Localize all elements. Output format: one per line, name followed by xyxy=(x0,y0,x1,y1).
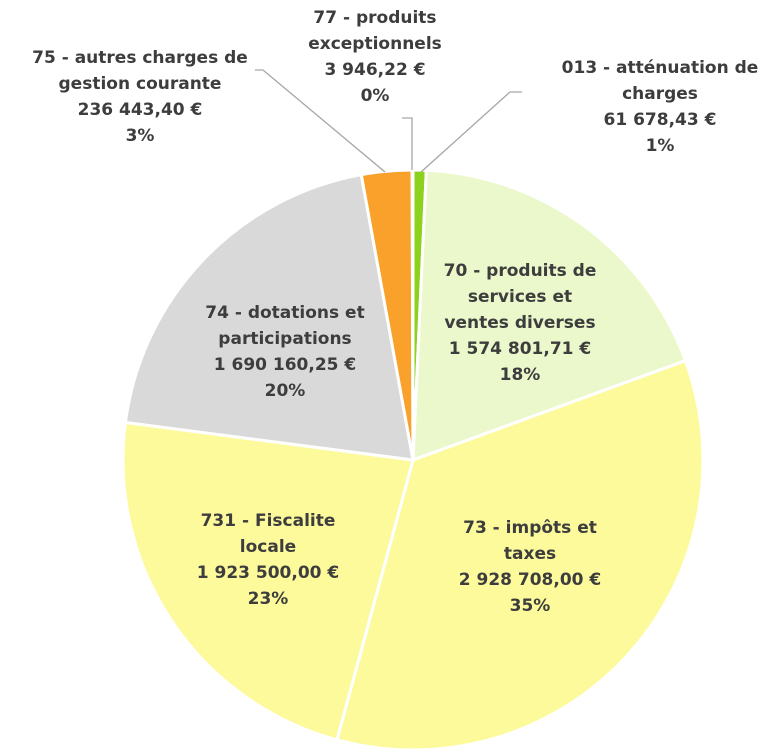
category-label: 73 - impôts et taxes xyxy=(463,518,597,564)
slice-label: 731 - Fiscalite locale 1 923 500,00 € 23% xyxy=(191,508,346,612)
percent-label: 35% xyxy=(509,596,551,616)
percent-label: 0% xyxy=(360,86,390,106)
percent-label: 3% xyxy=(125,126,155,146)
percent-label: 1% xyxy=(645,136,675,156)
leader-line xyxy=(420,91,522,173)
category-label: 70 - produits de services et ventes dive… xyxy=(443,261,597,333)
slice-label: 013 - atténuation de charges 61 678,43 € 1… xyxy=(545,55,775,159)
percent-label: 23% xyxy=(247,589,289,609)
slice xyxy=(411,168,688,463)
value-label: 1 690 160,25 € xyxy=(213,355,357,375)
slice xyxy=(410,168,415,461)
percent-label: 18% xyxy=(499,365,541,385)
category-label: 013 - atténuation de charges xyxy=(561,58,759,104)
value-label: 61 678,43 € xyxy=(603,110,717,130)
value-label: 2 928 708,00 € xyxy=(458,570,602,590)
category-label: 74 - dotations et participations xyxy=(205,303,365,349)
leader-line xyxy=(255,69,386,173)
slice xyxy=(121,420,415,742)
value-label: 1 574 801,71 € xyxy=(448,339,592,359)
category-label: 731 - Fiscalite locale xyxy=(200,511,336,557)
slice-label: 74 - dotations et participations 1 690 16… xyxy=(195,300,375,404)
leader-line xyxy=(402,117,413,170)
slice-label: 77 - produits exceptionnels 3 946,22 € 0% xyxy=(295,5,455,109)
value-label: 236 443,40 € xyxy=(77,100,203,120)
percent-label: 20% xyxy=(264,381,306,401)
slices xyxy=(121,168,705,750)
category-label: 77 - produits exceptionnels xyxy=(308,8,442,54)
slice-label: 70 - produits de services et ventes dive… xyxy=(438,258,603,388)
slice-label: 75 - autres charges de gestion courante 2… xyxy=(15,45,265,149)
slice xyxy=(123,172,415,462)
category-label: 75 - autres charges de gestion courante xyxy=(32,48,248,94)
value-label: 1 923 500,00 € xyxy=(196,563,340,583)
value-label: 3 946,22 € xyxy=(324,60,426,80)
slice-label: 73 - impôts et taxes 2 928 708,00 € 35% xyxy=(458,515,603,619)
